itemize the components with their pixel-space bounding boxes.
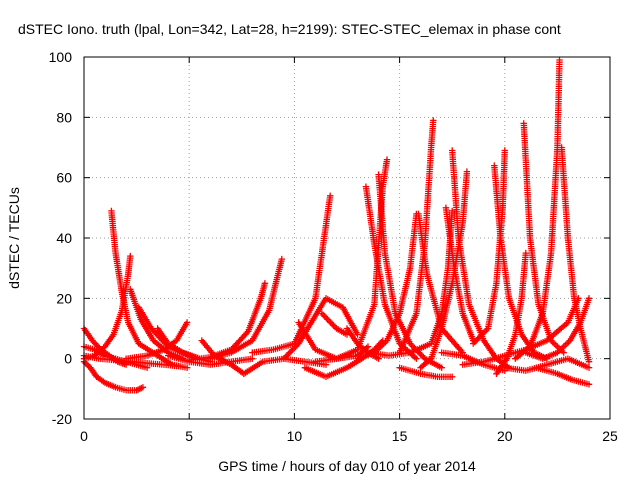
data-series-markers	[280, 295, 361, 362]
data-series-markers	[512, 56, 563, 362]
data-series-markers	[533, 364, 593, 388]
data-point-marker	[396, 364, 456, 380]
data-series-markers	[122, 319, 191, 362]
data-point-marker	[470, 147, 508, 347]
y-tick-label: -20	[52, 411, 72, 427]
data-point-marker	[533, 364, 593, 388]
data-series-markers	[442, 204, 477, 344]
data-point-marker	[442, 204, 477, 344]
x-axis-label: GPS time / hours of day 010 of year 2014	[218, 458, 476, 474]
data-series-markers	[207, 255, 285, 362]
data-point-marker	[520, 120, 567, 356]
data-series-markers	[165, 352, 256, 368]
chart-title: dSTEC Iono. truth (lpal, Lon=342, Lat=28…	[18, 21, 561, 37]
data-series-markers	[470, 147, 508, 347]
data-series-markers	[108, 207, 191, 371]
data-series-markers	[520, 120, 567, 356]
data-series	[80, 56, 593, 394]
data-point-marker	[449, 147, 513, 371]
y-tick-label: 80	[56, 109, 72, 125]
data-point-marker	[493, 249, 529, 377]
y-tick-label: 20	[56, 290, 72, 306]
y-tick-label: 60	[56, 170, 72, 186]
y-tick-label: 40	[56, 230, 72, 246]
data-series-markers	[558, 144, 593, 365]
grid	[84, 57, 610, 419]
data-series-markers	[318, 310, 351, 338]
data-point-marker	[558, 144, 593, 365]
data-point-marker	[249, 192, 334, 356]
data-point-marker	[512, 56, 563, 362]
y-axis-label: dSTEC / TECUs	[6, 187, 22, 289]
x-tick-label: 25	[602, 428, 618, 444]
x-tick-label: 15	[392, 428, 408, 444]
data-point-marker	[122, 319, 191, 362]
data-point-marker	[165, 352, 256, 368]
y-tick-label: 0	[64, 351, 72, 367]
data-point-marker	[318, 310, 351, 338]
x-tick-label: 10	[287, 428, 303, 444]
data-point-marker	[108, 207, 191, 371]
data-series-markers	[438, 349, 508, 374]
data-series-markers	[396, 364, 456, 380]
x-tick-label: 5	[185, 428, 193, 444]
data-series-markers	[493, 249, 529, 377]
data-point-marker	[280, 295, 361, 362]
data-series-markers	[449, 147, 513, 371]
data-series-markers	[249, 192, 334, 356]
x-tick-label: 0	[80, 428, 88, 444]
x-tick-label: 20	[497, 428, 513, 444]
plot-frame	[83, 56, 611, 420]
data-point-marker	[438, 349, 508, 374]
data-point-marker	[207, 255, 285, 362]
y-tick-label: 100	[49, 49, 73, 65]
